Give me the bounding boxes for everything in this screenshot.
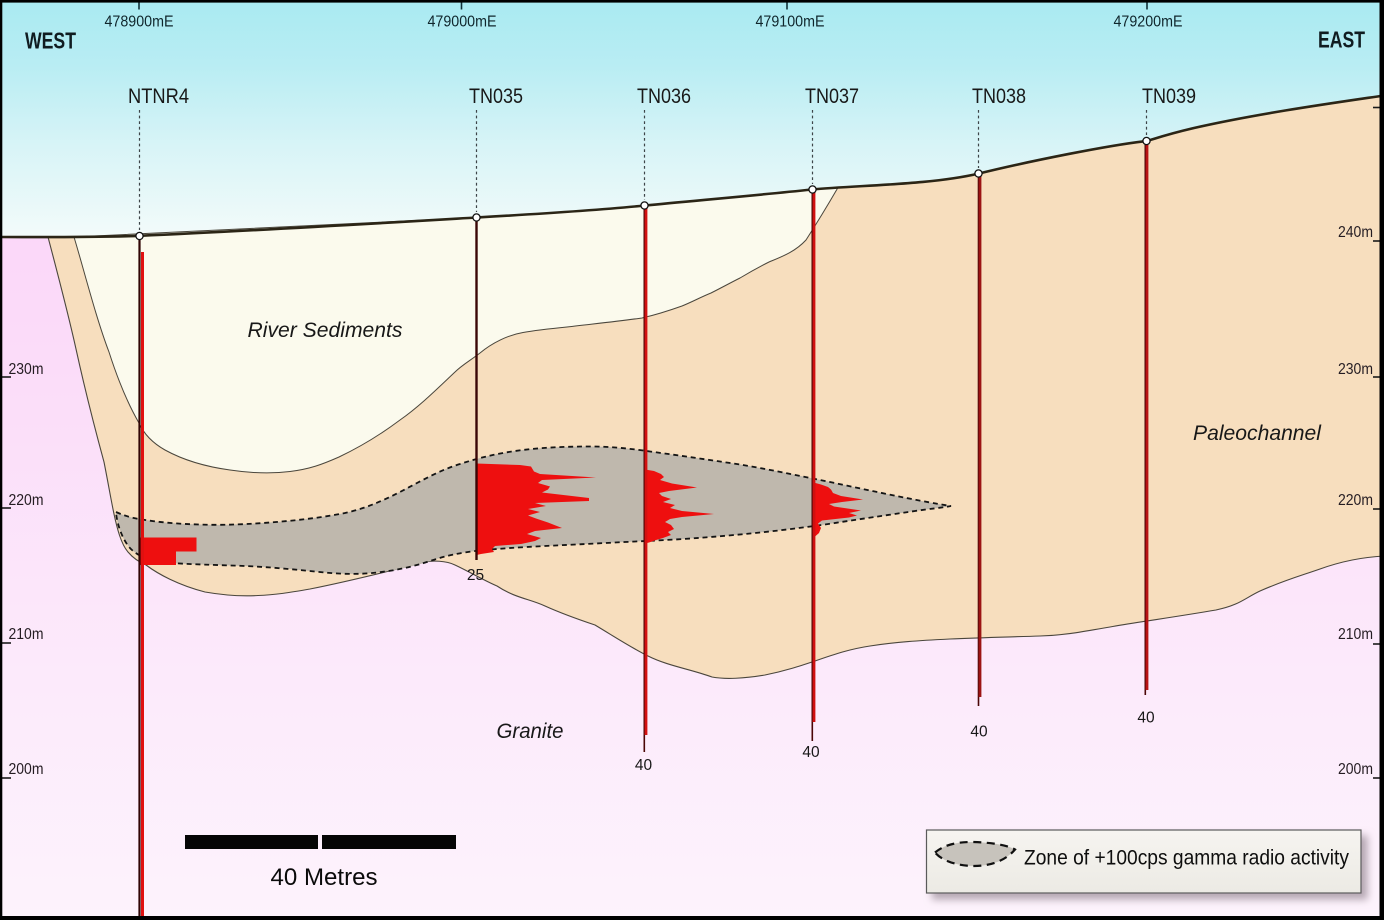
svg-text:479200mE: 479200mE: [1114, 14, 1183, 31]
svg-text:Granite: Granite: [497, 720, 564, 743]
svg-text:TN038: TN038: [972, 85, 1026, 108]
svg-text:40 Metres: 40 Metres: [271, 864, 378, 891]
svg-text:210m: 210m: [9, 626, 44, 643]
svg-text:25: 25: [467, 567, 484, 584]
svg-text:40: 40: [802, 744, 820, 761]
svg-text:Zone of +100cps gamma radio ac: Zone of +100cps gamma radio activity: [1024, 846, 1349, 870]
svg-text:40: 40: [970, 724, 988, 741]
svg-text:TN039: TN039: [1142, 85, 1196, 108]
svg-text:40: 40: [1137, 710, 1155, 727]
svg-text:220m: 220m: [9, 492, 44, 509]
svg-text:WEST: WEST: [25, 28, 76, 54]
svg-text:200m: 200m: [1338, 761, 1373, 778]
svg-text:478900mE: 478900mE: [105, 14, 174, 31]
svg-text:479000mE: 479000mE: [428, 14, 497, 31]
svg-text:230m: 230m: [1338, 361, 1373, 378]
svg-text:TN035: TN035: [469, 85, 523, 108]
svg-text:NTNR4: NTNR4: [128, 85, 189, 108]
svg-text:EAST: EAST: [1318, 27, 1365, 53]
svg-text:TN037: TN037: [805, 85, 859, 108]
svg-text:40: 40: [635, 757, 653, 774]
svg-text:200m: 200m: [9, 761, 44, 778]
svg-text:210m: 210m: [1338, 626, 1373, 643]
svg-text:River Sediments: River Sediments: [248, 319, 403, 342]
svg-text:230m: 230m: [9, 361, 44, 378]
svg-text:TN036: TN036: [637, 85, 691, 108]
svg-text:479100mE: 479100mE: [756, 14, 825, 31]
svg-text:220m: 220m: [1338, 492, 1373, 509]
svg-text:Paleochannel: Paleochannel: [1193, 422, 1322, 445]
svg-text:240m: 240m: [1338, 224, 1373, 241]
